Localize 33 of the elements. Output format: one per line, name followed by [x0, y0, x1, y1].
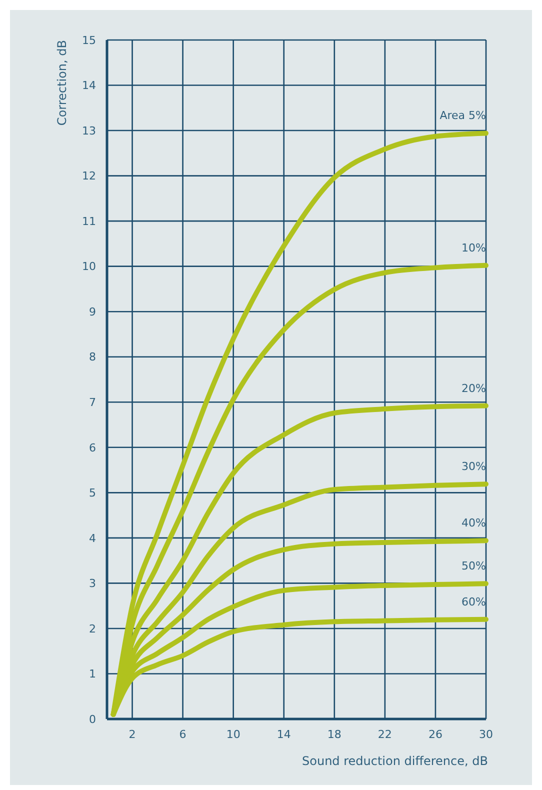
y-tick-label: 12	[82, 170, 96, 183]
y-tick-label: 10	[82, 260, 96, 274]
y-tick-label: 4	[89, 532, 96, 545]
y-tick-label: 5	[89, 486, 96, 500]
y-tick-label: 6	[89, 441, 96, 454]
x-tick-label: 6	[179, 728, 186, 741]
series-label: 50%	[462, 560, 486, 573]
x-tick-label: 18	[327, 728, 342, 741]
y-tick-label: 9	[89, 305, 96, 318]
y-axis-title: Correction, dB	[55, 40, 69, 126]
x-tick-label: 30	[479, 728, 493, 741]
y-tick-label: 15	[82, 34, 96, 47]
y-tick-label: 3	[89, 577, 96, 590]
x-tick-label: 22	[378, 728, 392, 741]
series-label: 60%	[462, 595, 486, 608]
series-label: 10%	[462, 241, 486, 254]
x-tick-label: 14	[276, 728, 291, 741]
y-tick-label: 13	[82, 124, 96, 138]
y-tick-label: 14	[82, 79, 96, 92]
x-tick-label: 10	[226, 728, 240, 741]
y-tick-label: 11	[82, 214, 96, 228]
x-axis-title: Sound reduction difference, dB	[302, 754, 488, 768]
y-tick-label: 7	[89, 396, 96, 409]
x-tick-label: 26	[428, 728, 442, 741]
y-tick-label: 1	[89, 668, 96, 681]
y-tick-label: 8	[89, 350, 96, 364]
series-label: 40%	[462, 516, 486, 530]
y-tick-label: 0	[89, 712, 96, 726]
series-label: 30%	[462, 460, 486, 474]
series-label: Area 5%	[440, 109, 486, 122]
y-tick-label: 2	[89, 622, 96, 636]
series-label: 20%	[462, 382, 486, 395]
x-tick-label: 2	[128, 728, 136, 741]
